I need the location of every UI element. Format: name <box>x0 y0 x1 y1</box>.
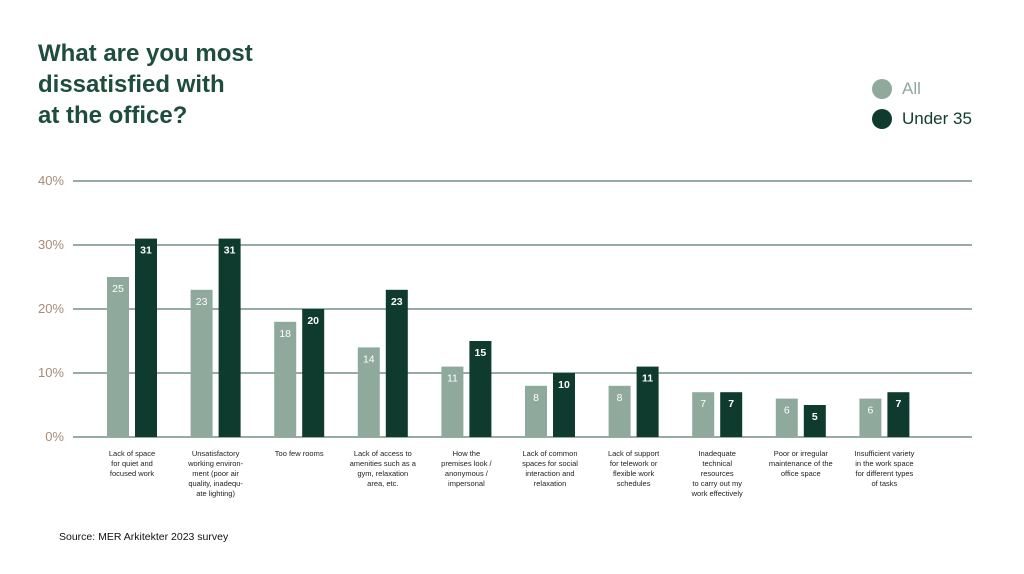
bar-all <box>775 398 798 437</box>
data-label: 10 <box>558 379 570 391</box>
bar-all <box>692 392 715 437</box>
bar-under-35 <box>720 392 743 437</box>
data-label: 23 <box>391 296 403 308</box>
bar-all <box>859 398 882 437</box>
bar-all <box>274 321 297 437</box>
bar-all <box>190 289 213 437</box>
y-tick-label: 30% <box>38 237 64 252</box>
legend-item-under-35: Under 35 <box>872 104 972 134</box>
x-tick-label: Lack of support for telework or flexible w… <box>608 449 660 488</box>
data-label: 7 <box>728 398 734 410</box>
legend-swatch-under-35 <box>872 109 892 129</box>
legend-swatch-all <box>872 79 892 99</box>
data-label: 7 <box>700 398 706 410</box>
data-label: 23 <box>196 296 208 308</box>
bar-under-35 <box>302 309 325 437</box>
x-tick-label: Lack of common spaces for social interacti… <box>522 449 578 488</box>
y-tick-label: 40% <box>38 173 64 188</box>
bar-under-35 <box>135 238 157 437</box>
data-label: 6 <box>867 405 873 417</box>
bar-all <box>107 277 129 437</box>
y-tick-label: 20% <box>38 301 64 316</box>
x-tick-label: Unsatisfactory working environ-ment (poor… <box>187 449 244 498</box>
x-tick-label: Poor or irregular maintenance of the offic… <box>769 449 833 478</box>
data-label: 6 <box>784 405 790 417</box>
bar-under-35 <box>803 405 826 437</box>
data-label: 14 <box>363 353 375 365</box>
bar-all <box>441 366 464 437</box>
x-tick-label: Lack of space for quiet and focused work <box>109 449 155 478</box>
data-label: 18 <box>279 328 291 340</box>
x-tick-label: How the premises look / anonymous / imperso… <box>441 449 492 488</box>
data-label: 5 <box>812 411 818 423</box>
data-label: 25 <box>112 283 124 295</box>
data-label: 11 <box>642 373 653 385</box>
chart-title: What are you most dissatisfied with at t… <box>38 40 253 129</box>
bar-under-35 <box>636 366 659 437</box>
source-note: Source: MER Arkitekter 2023 survey <box>59 531 229 543</box>
x-tick-label: Inadequate technical resources to carry out… <box>691 449 743 498</box>
data-label: 8 <box>617 392 623 404</box>
bar-under-35 <box>553 373 575 437</box>
data-label: 7 <box>895 398 901 410</box>
data-label: 15 <box>475 347 487 359</box>
data-label: 20 <box>307 315 319 327</box>
x-tick-label: Too few rooms <box>275 449 324 458</box>
bar-under-35 <box>469 341 492 437</box>
bar-all <box>608 385 631 437</box>
legend: All Under 35 <box>872 74 972 134</box>
data-label: 8 <box>533 392 539 404</box>
bar-under-35 <box>385 289 408 437</box>
legend-item-all: All <box>872 74 972 104</box>
x-tick-label: Insufficient variety in the work space for… <box>854 449 914 488</box>
bar-under-35 <box>218 238 241 437</box>
data-label: 31 <box>224 245 236 257</box>
legend-label-under-35: Under 35 <box>902 109 972 128</box>
bar-all <box>525 385 547 437</box>
bar-all <box>357 347 380 437</box>
y-tick-label: 10% <box>38 365 64 380</box>
x-tick-label: Lack of access to amenities such as a gym,… <box>350 449 417 488</box>
legend-label-all: All <box>902 79 921 98</box>
y-tick-label: 0% <box>45 429 64 444</box>
data-label: 31 <box>140 245 152 257</box>
data-label: 11 <box>447 373 458 385</box>
bar-under-35 <box>887 392 910 437</box>
